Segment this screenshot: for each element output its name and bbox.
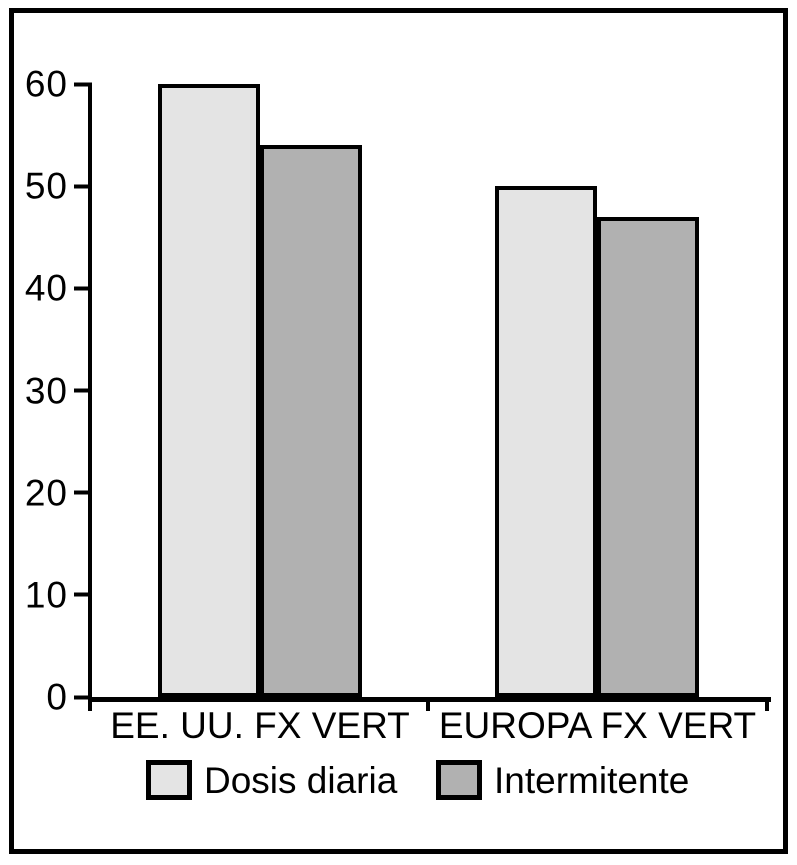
- y-axis-tick-label: 40: [24, 267, 68, 309]
- legend-label-intermitente: Intermitente: [494, 759, 690, 801]
- plot-area: 0 10 20 30 40 50 60: [25, 66, 771, 716]
- y-axis-tick-mark: [74, 388, 92, 393]
- legend-swatch-dosis-diaria: [146, 760, 192, 800]
- y-axis-tick-mark: [74, 592, 92, 597]
- x-axis-tick: [426, 697, 430, 711]
- y-axis-tick: 50: [25, 168, 92, 205]
- y-axis-tick-label: 60: [24, 63, 68, 105]
- y-axis-tick: 10: [25, 576, 92, 613]
- y-axis-tick-label: 0: [46, 676, 68, 718]
- y-axis-tick: 40: [25, 270, 92, 307]
- y-axis-tick: 60: [25, 66, 92, 103]
- y-axis-tick: 30: [25, 372, 92, 409]
- x-axis-tick: [765, 697, 769, 711]
- y-axis-tick-label: 10: [24, 574, 68, 616]
- legend-item-dosis-diaria: Dosis diaria: [146, 757, 397, 803]
- y-axis-tick: 20: [25, 474, 92, 511]
- x-axis-tick: [88, 697, 92, 711]
- y-axis-tick-label: 30: [24, 370, 68, 411]
- y-axis-tick-mark: [74, 184, 92, 189]
- y-axis-tick-label: 50: [24, 165, 68, 207]
- legend-item-intermitente: Intermitente: [436, 757, 689, 803]
- y-axis-tick-mark: [74, 490, 92, 495]
- legend-swatch-intermitente: [436, 760, 482, 800]
- legend-label-dosis-diaria: Dosis diaria: [204, 759, 398, 801]
- bar-eeuu-intermitente: [260, 145, 362, 697]
- x-axis-label-eeuu: EE. UU. FX VERT: [110, 705, 410, 746]
- y-axis-tick-label: 20: [24, 472, 68, 514]
- x-axis-label-europa: EUROPA FX VERT: [438, 705, 757, 746]
- y-axis-tick-mark: [74, 695, 92, 699]
- bar-eeuu-dosis-diaria: [158, 84, 260, 697]
- y-axis-tick-mark: [74, 286, 92, 291]
- bar-europa-intermitente: [597, 216, 699, 697]
- y-axis-tick: 0: [46, 679, 92, 716]
- y-axis-tick-mark: [74, 82, 92, 86]
- bar-europa-dosis-diaria: [495, 186, 597, 697]
